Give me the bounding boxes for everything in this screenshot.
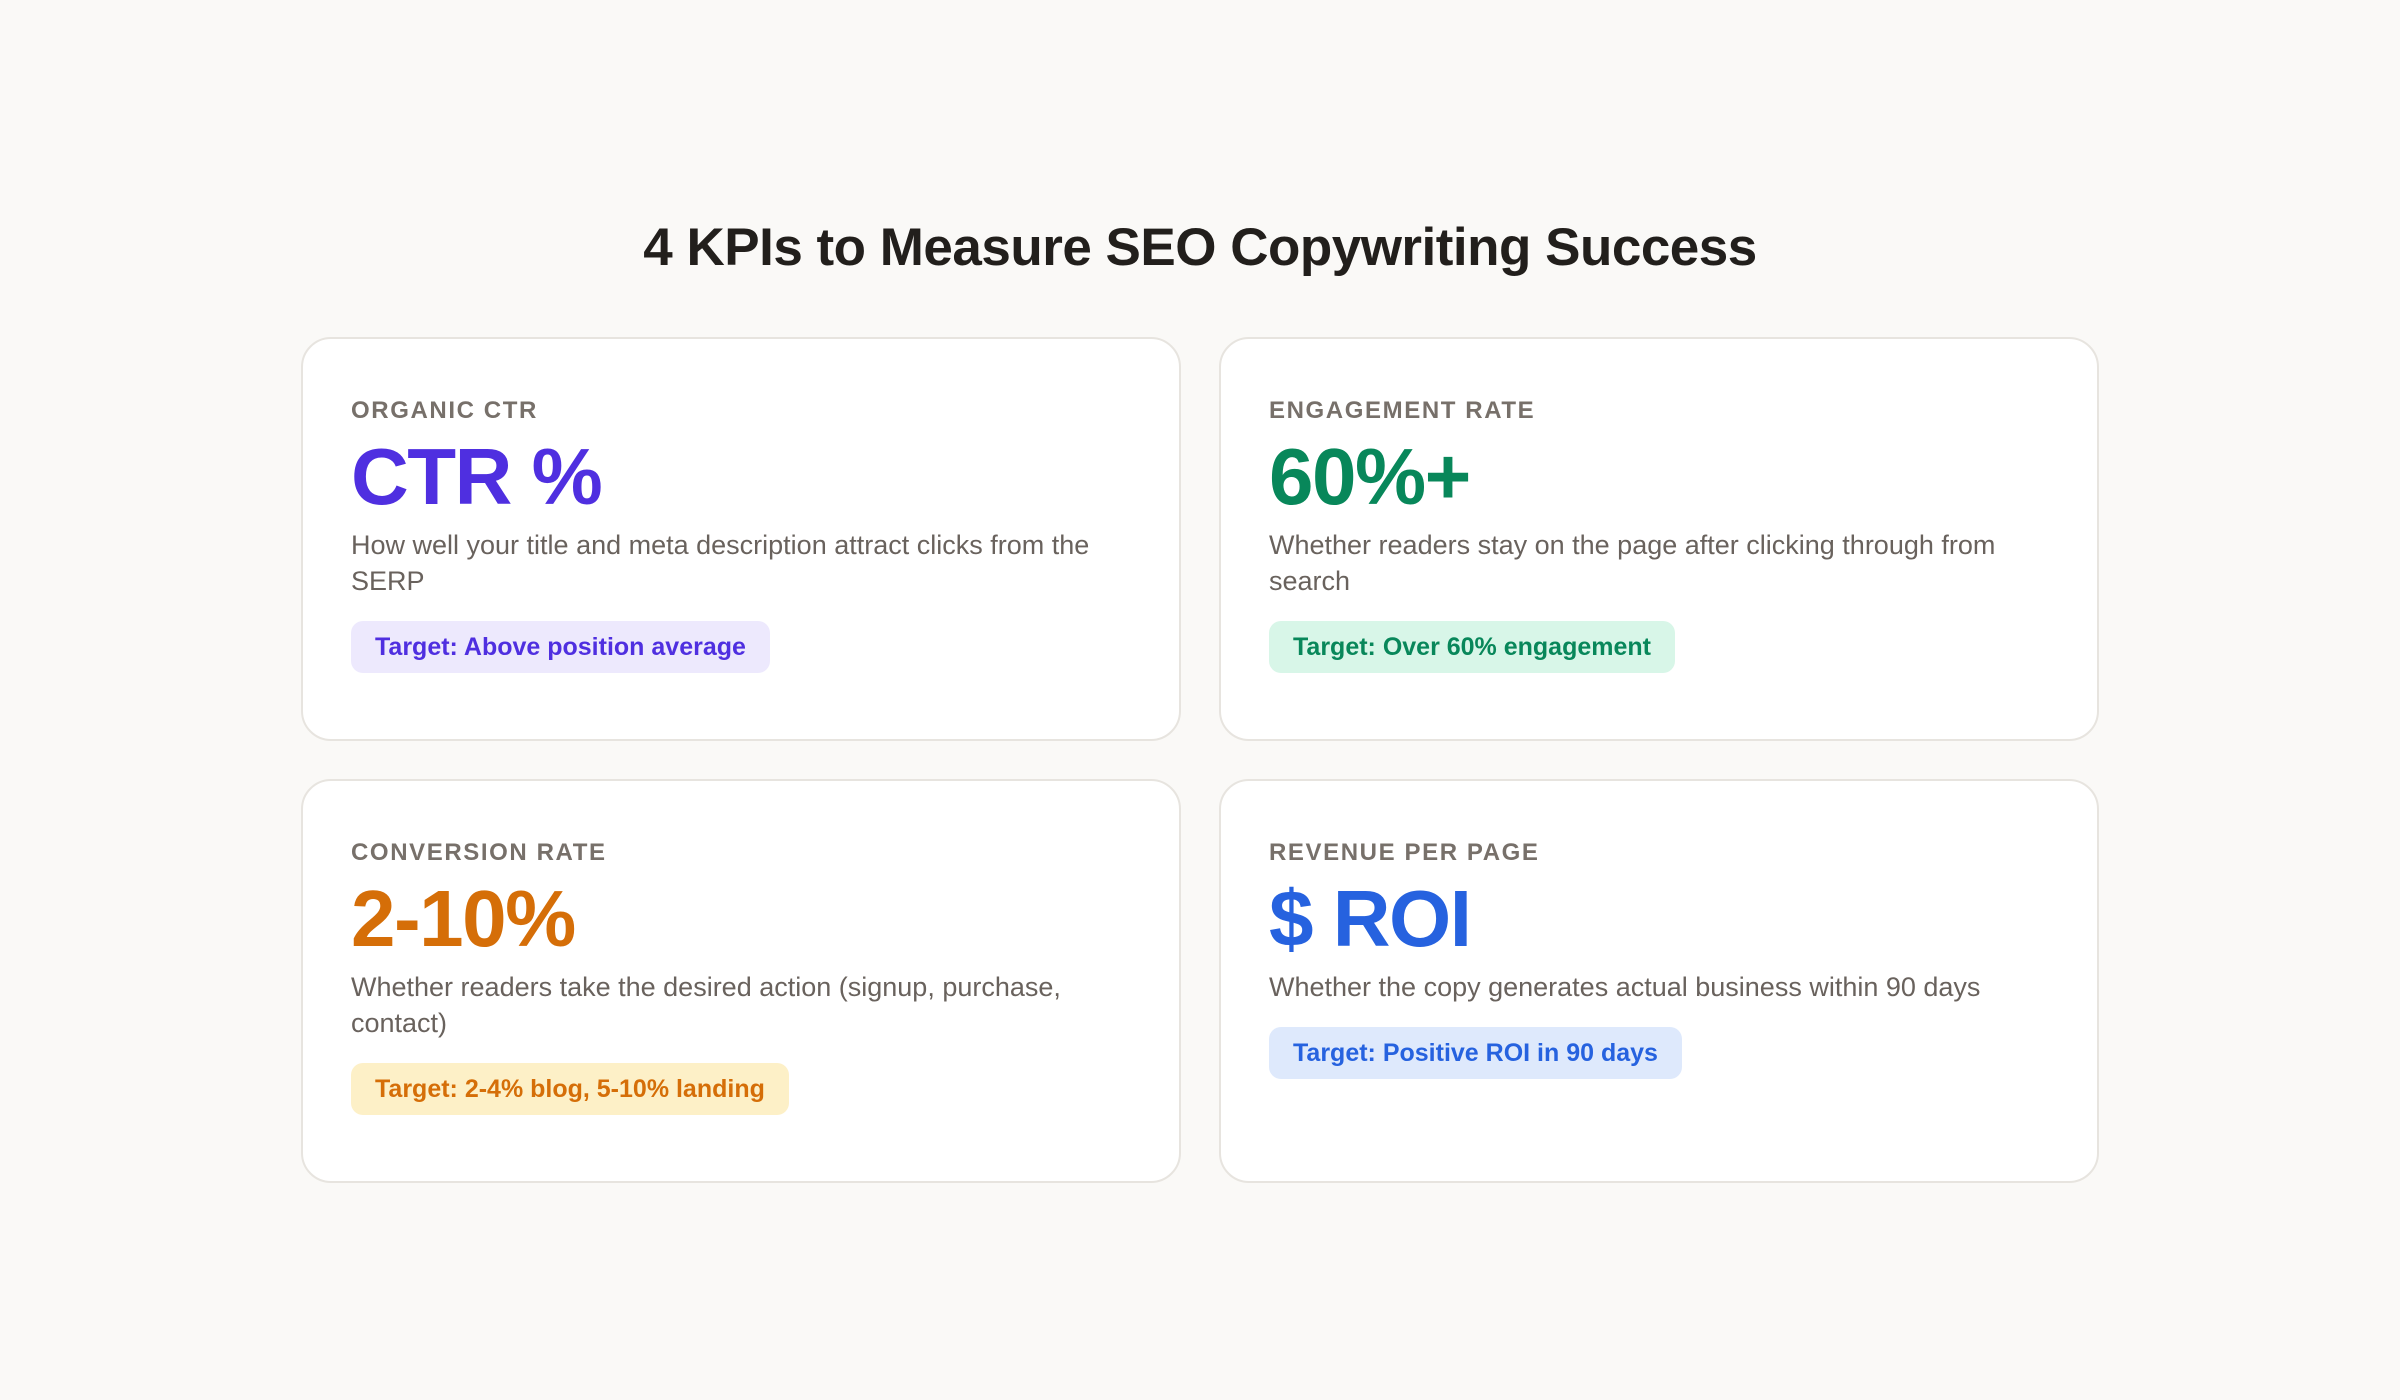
kpi-label: ORGANIC CTR (351, 397, 538, 424)
kpi-value: CTR % (351, 432, 603, 521)
target-badge: Target: Positive ROI in 90 days (1269, 1027, 1682, 1079)
kpi-value: 2-10% (351, 874, 576, 963)
target-badge: Target: Above position average (351, 621, 770, 673)
kpi-card-revenue-per-page: REVENUE PER PAGE $ ROI Whether the copy … (1219, 779, 2099, 1183)
kpi-label: ENGAGEMENT RATE (1269, 397, 1536, 424)
kpi-description: How well your title and meta description… (351, 530, 1090, 596)
kpi-label: REVENUE PER PAGE (1269, 839, 1540, 866)
kpi-card-organic-ctr: ORGANIC CTR CTR % How well your title an… (301, 337, 1181, 741)
kpi-value: 60%+ (1269, 432, 1471, 521)
kpi-card-conversion-rate: CONVERSION RATE 2-10% Whether readers ta… (301, 779, 1181, 1183)
kpi-description: Whether readers stay on the page after c… (1269, 530, 1996, 596)
kpi-label: CONVERSION RATE (351, 839, 607, 866)
kpi-grid: ORGANIC CTR CTR % How well your title an… (301, 337, 2099, 1183)
kpi-description: Whether the copy generates actual busine… (1269, 972, 1981, 1002)
kpi-value: $ ROI (1269, 874, 1472, 963)
target-badge: Target: 2-4% blog, 5-10% landing (351, 1063, 789, 1115)
kpi-description: Whether readers take the desired action … (351, 972, 1061, 1038)
target-badge: Target: Over 60% engagement (1269, 621, 1675, 673)
page-title: 4 KPIs to Measure SEO Copywriting Succes… (643, 218, 1757, 277)
kpi-card-engagement-rate: ENGAGEMENT RATE 60%+ Whether readers sta… (1219, 337, 2099, 741)
